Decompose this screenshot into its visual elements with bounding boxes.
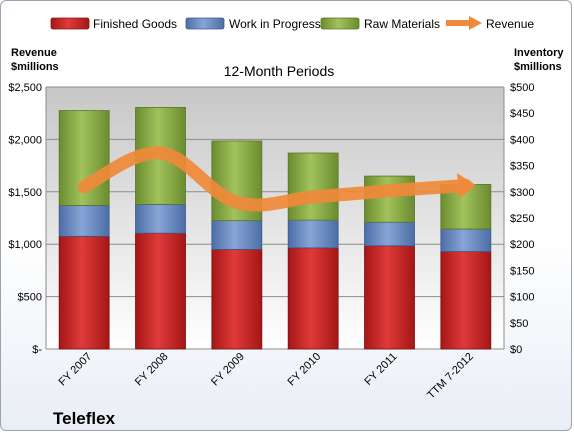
category-label: FY 2011: [362, 351, 399, 388]
gridlines: [45, 86, 505, 350]
left-axis-title-line2: $millions: [11, 61, 59, 73]
bar-work-in-progress: [440, 228, 492, 252]
bar-work-in-progress: [287, 219, 339, 249]
bar-finished-goods: [135, 232, 186, 350]
right-axis-ticks: $0 $50 $100 $150 $200 $250 $300 $350 $400 $450 $50…: [510, 82, 534, 356]
right-axis-tick-label: $400: [510, 134, 534, 146]
category-label: FY 2010: [286, 351, 324, 389]
right-axis-title-line1: Inventory: [514, 47, 564, 59]
category-label: TTM 7-2012: [425, 351, 476, 402]
bar-finished-goods: [287, 247, 339, 350]
bar-work-in-progress: [211, 220, 263, 250]
chart-subtitle: 12-Month Periods: [224, 63, 335, 79]
right-axis-tick-label: $0: [510, 344, 522, 356]
right-axis-tick-label: $300: [510, 187, 534, 199]
bar-work-in-progress: [58, 205, 110, 237]
legend-label-finished-goods: Finished Goods: [93, 17, 177, 31]
category-label: FY 2007: [57, 351, 95, 389]
bar-finished-goods: [58, 235, 110, 350]
legend-swatch-revenue-arrow: [469, 16, 482, 30]
right-axis-title-line2: $millions: [514, 61, 562, 73]
right-axis-tick-label: $350: [510, 161, 534, 173]
left-axis-tick-label: $2,000: [8, 134, 42, 146]
left-axis-tick-label: $-: [32, 344, 42, 356]
revenue-line: [77, 146, 476, 212]
revenue-arrowhead: [456, 173, 476, 200]
left-axis-tick-label: $2,500: [8, 82, 42, 94]
legend-swatch-work-in-progress: [185, 17, 225, 30]
legend-item-revenue: Revenue: [446, 16, 534, 31]
legend: Finished Goods Work in Progress Raw Mate…: [50, 16, 534, 31]
revenue-line-path: [77, 146, 473, 212]
company-name: Teleflex: [53, 409, 116, 428]
right-axis-tick-label: $250: [510, 213, 534, 225]
bar-work-in-progress: [364, 221, 415, 247]
bar-finished-goods: [211, 249, 263, 350]
category-label: FY 2009: [209, 351, 247, 389]
legend-label-work-in-progress: Work in Progress: [229, 17, 321, 31]
left-axis-ticks: $- $500 $1,000 $1,500 $2,000 $2,500: [8, 82, 42, 356]
left-axis-tick-label: $1,000: [8, 239, 42, 251]
right-axis-tick-label: $50: [510, 318, 528, 330]
left-axis-tick-label: $1,500: [8, 187, 42, 199]
bar-finished-goods: [364, 245, 415, 350]
right-axis-tick-label: $100: [510, 292, 534, 304]
bar-work-in-progress: [135, 203, 186, 234]
legend-item-finished-goods: Finished Goods: [50, 17, 177, 31]
category-label: FY 2008: [133, 351, 171, 389]
legend-swatch-finished-goods: [50, 17, 90, 30]
left-axis-tick-label: $500: [18, 292, 42, 304]
left-axis-title-line1: Revenue: [11, 47, 57, 59]
legend-swatch-raw-materials: [320, 17, 360, 30]
legend-label-raw-materials: Raw Materials: [364, 17, 440, 31]
right-axis-tick-label: $200: [510, 239, 534, 251]
category-labels: FY 2007 FY 2008 FY 2009 FY 2010 FY 2011 TTM 7…: [57, 351, 476, 402]
bar-raw-materials: [287, 152, 339, 221]
plot-area: [46, 87, 504, 349]
right-axis-tick-label: $150: [510, 265, 534, 277]
right-axis-tick-label: $450: [510, 108, 534, 120]
legend-item-work-in-progress: Work in Progress: [185, 17, 321, 31]
legend-item-raw-materials: Raw Materials: [320, 17, 440, 31]
bar-stacks: [58, 107, 492, 350]
legend-label-revenue: Revenue: [486, 17, 534, 31]
bar-finished-goods: [440, 251, 492, 350]
right-axis-tick-label: $500: [510, 82, 534, 94]
